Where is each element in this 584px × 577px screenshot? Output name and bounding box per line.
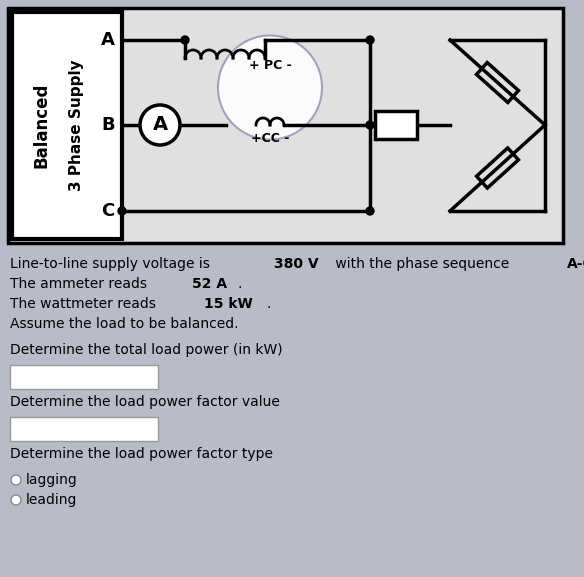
- Text: Determine the load power factor value: Determine the load power factor value: [10, 395, 280, 409]
- Text: The ammeter reads: The ammeter reads: [10, 277, 151, 291]
- Text: .: .: [267, 297, 271, 311]
- Circle shape: [140, 105, 180, 145]
- Text: Determine the total load power (in kW): Determine the total load power (in kW): [10, 343, 283, 357]
- Text: 3 Phase Supply: 3 Phase Supply: [69, 59, 85, 192]
- Text: Determine the load power factor type: Determine the load power factor type: [10, 447, 273, 461]
- Text: C: C: [102, 202, 114, 220]
- Text: A: A: [101, 31, 115, 49]
- Text: B: B: [101, 116, 115, 134]
- Circle shape: [11, 495, 21, 505]
- Text: + PC -: + PC -: [249, 59, 291, 72]
- Circle shape: [218, 36, 322, 140]
- Circle shape: [11, 475, 21, 485]
- Circle shape: [366, 121, 374, 129]
- FancyBboxPatch shape: [10, 365, 158, 389]
- Text: Balanced: Balanced: [33, 83, 51, 168]
- FancyBboxPatch shape: [12, 12, 122, 239]
- Circle shape: [366, 207, 374, 215]
- Text: 15 kW: 15 kW: [204, 297, 253, 311]
- Text: A-C-B: A-C-B: [567, 257, 584, 271]
- Text: The wattmeter reads: The wattmeter reads: [10, 297, 160, 311]
- FancyBboxPatch shape: [8, 8, 563, 243]
- Text: Assume the load to be balanced.: Assume the load to be balanced.: [10, 317, 238, 331]
- Text: +CC -: +CC -: [251, 133, 289, 145]
- Text: lagging: lagging: [26, 473, 78, 487]
- Circle shape: [366, 36, 374, 44]
- Text: with the phase sequence: with the phase sequence: [331, 257, 514, 271]
- Circle shape: [118, 207, 126, 215]
- Text: 52 A: 52 A: [192, 277, 228, 291]
- Text: Line-to-line supply voltage is: Line-to-line supply voltage is: [10, 257, 214, 271]
- Bar: [375, 111, 417, 139]
- Text: 380 V: 380 V: [273, 257, 318, 271]
- Circle shape: [181, 36, 189, 44]
- Text: A: A: [152, 115, 168, 134]
- Text: .: .: [238, 277, 242, 291]
- Text: leading: leading: [26, 493, 77, 507]
- FancyBboxPatch shape: [10, 417, 158, 441]
